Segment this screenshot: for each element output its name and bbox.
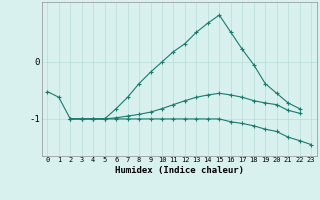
X-axis label: Humidex (Indice chaleur): Humidex (Indice chaleur)	[115, 166, 244, 175]
